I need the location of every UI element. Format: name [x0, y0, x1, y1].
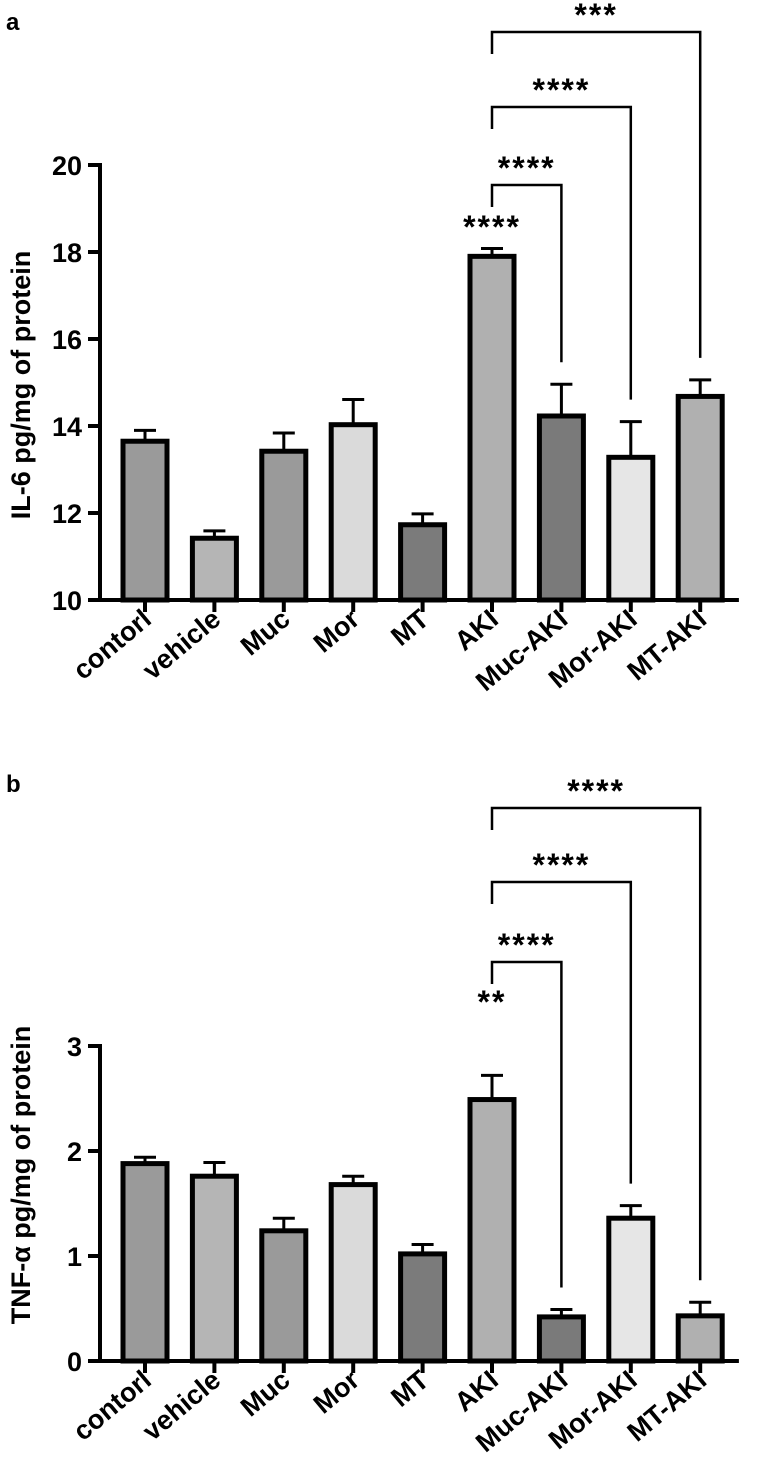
- panel-b-y-tick-label: 1: [67, 1242, 82, 1272]
- panel-b-category-label: Mor: [308, 1364, 366, 1419]
- panel-a-y-tick-label: 20: [52, 151, 82, 181]
- panel-a-comparison-bracket: [490, 105, 633, 400]
- panel-b-y-tick-label: 2: [67, 1137, 82, 1167]
- panel-b-category-label: AKI: [449, 1365, 504, 1418]
- panel-a-bar-mor-aki: [606, 454, 656, 603]
- panel-b-category-label: vehicle: [137, 1365, 226, 1447]
- panel-b-y-axis-label: TNF-α pg/mg of protein: [6, 1026, 36, 1325]
- panel-b-category-label: MT: [385, 1364, 435, 1412]
- panel-b-bar-mt-aki: [675, 1313, 725, 1364]
- panel-a-comparison-bracket: [490, 30, 702, 358]
- panel-a-bar-mt: [398, 522, 448, 603]
- panel-a-y-tick-label: 18: [52, 238, 82, 268]
- panel-b-bar-muc-aki: [536, 1314, 586, 1364]
- panel-a-comparison-significance: ****: [532, 72, 590, 108]
- panel-b-comparison-bracket: [490, 880, 633, 1184]
- panel-b-bar-contorl: [120, 1161, 170, 1364]
- panel-a-aki-significance: ****: [463, 209, 521, 245]
- panel-a-bar-mor: [328, 422, 378, 603]
- panel-b-comparison-bracket: [490, 960, 563, 1288]
- panel-a-category-label: vehicle: [137, 604, 226, 686]
- panel-a-category-label: MT-AKI: [622, 604, 713, 687]
- panel-a-y-tick-label: 16: [52, 325, 82, 355]
- panel-b-comparison-bracket: [490, 806, 702, 1281]
- panel-b-bar-mt: [398, 1251, 448, 1364]
- panel-b-bar-mor-aki: [606, 1215, 656, 1364]
- panel-b-category-label: MT-AKI: [622, 1365, 713, 1448]
- panel-a-bar-muc: [259, 448, 309, 603]
- panel-a-category-label: Mor: [308, 603, 366, 658]
- panel-b-bar-mor: [328, 1182, 378, 1364]
- panel-b-y-tick-label: 3: [67, 1032, 82, 1062]
- panel-a-comparison-bracket: [490, 183, 563, 363]
- panel-b-comparison-significance: ****: [498, 927, 556, 963]
- panel-b-category-label: Muc: [235, 1365, 296, 1423]
- panel-a-y-tick-label: 14: [52, 412, 82, 442]
- panel-a-bar-mt-aki: [675, 393, 725, 603]
- panel-a-letter: a: [6, 9, 20, 36]
- panel-a-comparison-significance: ****: [498, 150, 556, 186]
- panel-a-comparison-significance: ***: [574, 0, 617, 33]
- panel-a-bar-aki: [467, 253, 517, 603]
- panel-b-bar-muc: [259, 1228, 309, 1364]
- panel-b-bar-aki: [467, 1097, 517, 1364]
- panel-a-y-axis-label: IL-6 pg/mg of protein: [6, 251, 36, 519]
- panel-b-comparison-significance: ****: [532, 847, 590, 883]
- panel-a-bar-vehicle: [189, 535, 239, 603]
- panel-a-bar-contorl: [120, 438, 170, 603]
- panel-b-aki-significance: **: [478, 984, 507, 1020]
- panel-a-category-label: MT: [385, 603, 435, 651]
- panel-a-category-label: Muc: [235, 604, 296, 662]
- panel-a-category-label: AKI: [449, 604, 504, 657]
- panel-a-y-tick-label: 10: [52, 586, 82, 616]
- panel-b-y-tick-label: 0: [67, 1347, 82, 1377]
- panel-b-bar-vehicle: [189, 1173, 239, 1364]
- panel-b-comparison-significance: ****: [567, 773, 625, 809]
- panel-b-letter: b: [6, 771, 21, 798]
- panel-a-bar-muc-aki: [536, 413, 586, 603]
- panel-a-y-tick-label: 12: [52, 499, 82, 529]
